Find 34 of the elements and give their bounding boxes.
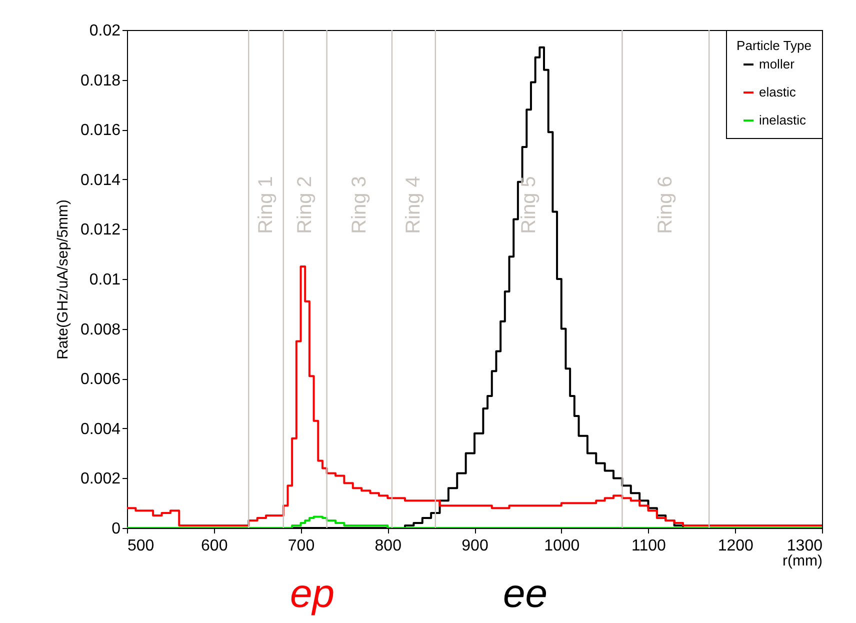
x-tick-label: 800: [374, 538, 402, 554]
y-tick-label: 0.012: [80, 222, 121, 239]
y-tick-label: 0.02: [89, 22, 121, 40]
y-tick-label: 0.006: [80, 371, 121, 388]
annotation: Ring 3: [348, 176, 370, 234]
y-tick-label: 0.01: [89, 272, 121, 288]
text: ep: [290, 572, 334, 617]
x-tick-label: 700: [288, 538, 315, 554]
text: ee: [503, 572, 548, 617]
x-tick-label: 500: [128, 538, 154, 554]
x-tick-label: 1000: [544, 538, 580, 554]
annotation: Ring 2: [294, 176, 316, 234]
y-tick-label: 0.002: [80, 470, 121, 488]
y-tick-label: 0.018: [80, 72, 121, 90]
y-tick-label: 0.014: [80, 172, 121, 189]
annotation: Ring 4: [402, 176, 425, 234]
x-axis-title: r(mm): [782, 552, 822, 570]
x-tick-label: 1300: [786, 538, 823, 554]
legend-label: elastic: [759, 84, 796, 100]
annotation: Ring 6: [654, 176, 677, 234]
x-tick-label: 1100: [632, 538, 666, 554]
annotation: Ring 1: [255, 176, 277, 234]
y-tick-label: 0.004: [80, 420, 121, 438]
legend-label: inelastic: [759, 112, 806, 128]
x-tick-label: 900: [462, 538, 488, 554]
y-axis-title: Rate(GHz/uA/sep/5mm): [54, 199, 72, 360]
y-tick-label: 0: [112, 520, 121, 538]
x-tick-label: 600: [201, 538, 228, 554]
annotation: Ring 5: [518, 176, 540, 234]
y-tick-label: 0.016: [80, 122, 121, 140]
legend-title: Particle Type: [736, 38, 812, 53]
legend-label: moller: [759, 56, 796, 72]
y-tick-label: 0.008: [80, 321, 121, 338]
x-tick-label: 1200: [718, 538, 754, 554]
